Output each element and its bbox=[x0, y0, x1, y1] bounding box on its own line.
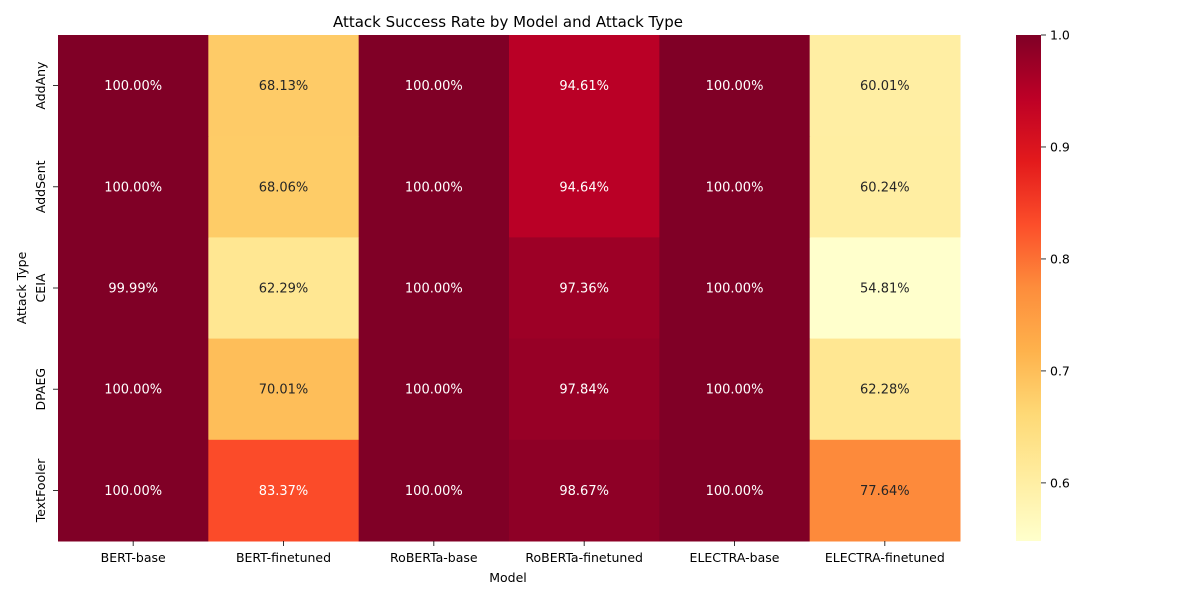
heatmap-cell bbox=[509, 439, 660, 542]
heatmap-cell bbox=[358, 338, 510, 441]
heatmap-cell bbox=[208, 136, 360, 238]
y-axis: AddAny AddSent CEIA DPAEG TextFooler bbox=[33, 61, 58, 523]
heatmap-cell bbox=[809, 439, 961, 542]
colorbar-tick-label: 0.6 bbox=[1050, 475, 1070, 490]
colorbar-gradient bbox=[1016, 35, 1041, 541]
x-tick-label: ELECTRA-base bbox=[690, 550, 780, 565]
cell-value-label: 100.00% bbox=[405, 180, 463, 195]
heatmap-cell bbox=[58, 237, 209, 340]
cell-value-label: 62.28% bbox=[860, 383, 910, 398]
cell-value-label: 77.64% bbox=[860, 484, 910, 499]
heatmap-cell bbox=[509, 136, 660, 238]
colorbar-tick-label: 0.8 bbox=[1050, 251, 1070, 266]
heatmap-cell bbox=[358, 237, 510, 340]
cell-value-label: 94.61% bbox=[559, 79, 609, 94]
chart-title: Attack Success Rate by Model and Attack … bbox=[333, 13, 683, 31]
heatmap-cell bbox=[659, 338, 811, 441]
cell-value-label: 68.06% bbox=[259, 180, 309, 195]
heatmap-cell bbox=[358, 136, 510, 238]
cell-value-label: 97.84% bbox=[559, 383, 609, 398]
colorbar-tick-label: 0.9 bbox=[1050, 139, 1070, 154]
cell-value-label: 100.00% bbox=[706, 282, 764, 297]
heatmap-cell bbox=[58, 439, 209, 542]
heatmap-cell bbox=[358, 439, 510, 542]
heatmap-cell bbox=[58, 338, 209, 441]
heatmap-cell bbox=[208, 338, 360, 441]
x-axis-label: Model bbox=[489, 570, 527, 585]
x-tick-label: RoBERTa-finetuned bbox=[525, 550, 643, 565]
heatmap-cell bbox=[58, 35, 209, 137]
cell-value-label: 100.00% bbox=[405, 484, 463, 499]
heatmap-cell bbox=[509, 237, 660, 340]
cell-value-label: 100.00% bbox=[104, 383, 162, 398]
heatmap-cell bbox=[809, 136, 961, 238]
cell-value-label: 98.67% bbox=[559, 484, 609, 499]
heatmap-cell bbox=[659, 237, 811, 340]
heatmap-cell bbox=[659, 439, 811, 542]
heatmap-cell bbox=[208, 237, 360, 340]
y-tick-label: AddAny bbox=[33, 61, 48, 110]
cell-value-label: 68.13% bbox=[259, 79, 309, 94]
heatmap-cell bbox=[509, 35, 660, 137]
x-tick-label: ELECTRA-finetuned bbox=[825, 550, 945, 565]
cell-value-label: 100.00% bbox=[706, 79, 764, 94]
cell-value-label: 94.64% bbox=[559, 180, 609, 195]
cell-value-label: 100.00% bbox=[104, 79, 162, 94]
heatmap-cell bbox=[208, 439, 360, 542]
y-tick-label: AddSent bbox=[33, 160, 48, 213]
heatmap-cell bbox=[58, 136, 209, 238]
heatmap-cell bbox=[809, 237, 961, 340]
cell-value-label: 97.36% bbox=[559, 282, 609, 297]
heatmap-cell bbox=[208, 35, 360, 137]
colorbar: 0.6 0.7 0.8 0.9 1.0 bbox=[1016, 28, 1070, 541]
heatmap-cell bbox=[659, 35, 811, 137]
cell-value-label: 100.00% bbox=[104, 484, 162, 499]
cell-value-label: 100.00% bbox=[405, 79, 463, 94]
x-tick-label: BERT-finetuned bbox=[236, 550, 331, 565]
cell-value-label: 100.00% bbox=[706, 180, 764, 195]
cell-value-label: 54.81% bbox=[860, 282, 910, 297]
colorbar-tick-label: 1.0 bbox=[1050, 28, 1070, 43]
y-axis-label: Attack Type bbox=[14, 251, 29, 324]
cell-value-label: 100.00% bbox=[405, 383, 463, 398]
cell-value-label: 83.37% bbox=[259, 484, 309, 499]
x-axis: BERT-base BERT-finetuned RoBERTa-base RoBER… bbox=[101, 541, 945, 565]
cell-value-label: 99.99% bbox=[108, 282, 158, 297]
x-tick-label: RoBERTa-base bbox=[390, 550, 478, 565]
cell-value-label: 60.24% bbox=[860, 180, 910, 195]
y-tick-label: DPAEG bbox=[33, 368, 48, 411]
heatmap-cell bbox=[809, 338, 961, 441]
heatmap-cell bbox=[358, 35, 510, 137]
heatmap-cells bbox=[58, 35, 961, 542]
cell-value-label: 60.01% bbox=[860, 79, 910, 94]
colorbar-tick-label: 0.7 bbox=[1050, 363, 1070, 378]
heatmap-cell bbox=[509, 338, 660, 441]
cell-value-label: 100.00% bbox=[405, 282, 463, 297]
heatmap-cell bbox=[809, 35, 961, 137]
cell-value-label: 100.00% bbox=[706, 484, 764, 499]
y-tick-label: TextFooler bbox=[33, 458, 48, 523]
heatmap-cell bbox=[659, 136, 811, 238]
heatmap-cell-labels: 100.00% 68.13% 100.00% 94.61% 100.00% 60.01% 1… bbox=[104, 79, 909, 499]
cell-value-label: 62.29% bbox=[259, 282, 309, 297]
cell-value-label: 70.01% bbox=[259, 383, 309, 398]
cell-value-label: 100.00% bbox=[104, 180, 162, 195]
cell-value-label: 100.00% bbox=[706, 383, 764, 398]
y-tick-label: CEIA bbox=[33, 273, 48, 302]
x-tick-label: BERT-base bbox=[101, 550, 166, 565]
